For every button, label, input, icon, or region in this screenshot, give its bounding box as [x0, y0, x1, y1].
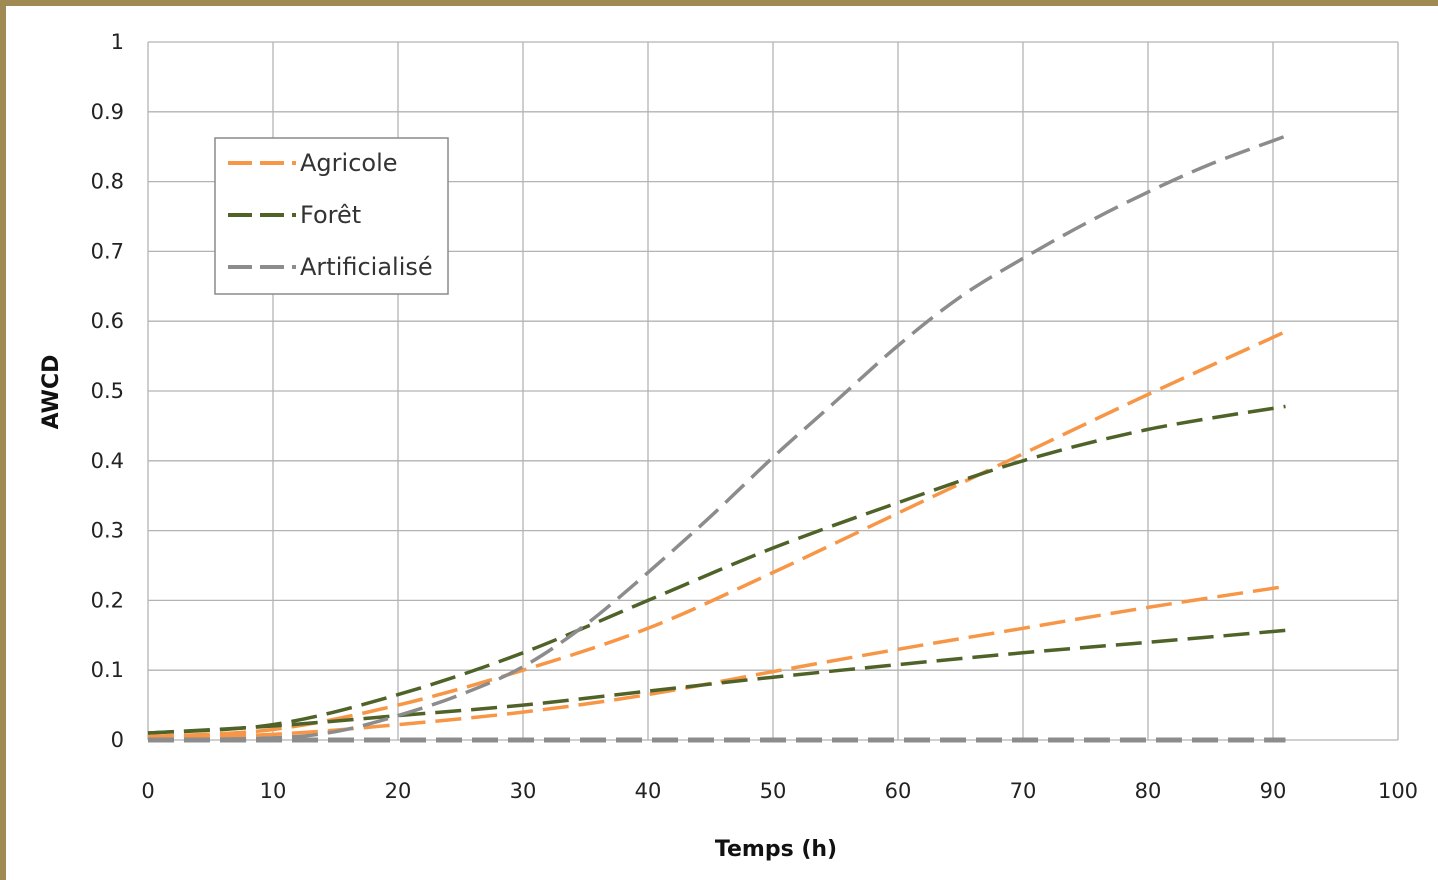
y-tick-label: 0.7: [91, 239, 124, 263]
line-chart: 0 10 20 30 40 50 60 70 80 90 100 00.10.20.30.40.50…: [39, 30, 1418, 862]
x-tick-label: 30: [510, 779, 537, 803]
y-tick-label: 0.6: [91, 309, 124, 333]
y-tick-label: 0: [111, 728, 124, 752]
x-tick-label: 40: [635, 779, 662, 803]
x-tick-label: 90: [1260, 779, 1287, 803]
x-tick-label: 60: [885, 779, 912, 803]
x-tick-label: 80: [1135, 779, 1162, 803]
x-tick-label: 70: [1010, 779, 1037, 803]
x-axis-ticks: 0 10 20 30 40 50 60 70 80 90 100: [141, 779, 1418, 803]
y-axis-ticks: 0 0.1 0.2 0.3 0.4 0.5 0.6 0.7 0.8 0.9 1: [91, 30, 124, 752]
y-tick-label: 0.9: [91, 100, 124, 124]
series-line-artificialise: [147, 134, 1287, 742]
x-tick-label: 20: [385, 779, 412, 803]
series-line-foret: [147, 404, 1286, 735]
chart-frame: 0 10 20 30 40 50 60 70 80 90 100 0 0.1 0.2 0.3 0.4 0.5 0…: [6, 6, 1438, 880]
y-tick-label: 0.1: [91, 658, 124, 682]
x-axis-title: Temps (h): [715, 837, 837, 862]
legend-entry-artificialise: Artificialisé: [228, 253, 433, 281]
y-tick-label: 0.4: [91, 449, 124, 473]
legend: Agricole Forêt Artificialisé: [214, 137, 449, 295]
series-line-agricole: [147, 584, 1286, 740]
series-line-foret: [147, 628, 1286, 735]
x-tick-label: 50: [760, 779, 787, 803]
legend-label-foret: Forêt: [300, 201, 361, 229]
legend-box: [214, 137, 449, 295]
y-tick-label: 0.5: [91, 379, 124, 403]
y-tick-label: 0.2: [91, 588, 124, 612]
y-tick-label: 1: [111, 30, 124, 54]
series-lines: [147, 134, 1287, 743]
x-tick-label: 10: [260, 779, 287, 803]
legend-label-agricole: Agricole: [300, 149, 398, 177]
legend-label-artificialise: Artificialisé: [300, 253, 433, 281]
x-tick-label: 0: [141, 779, 154, 803]
y-tick-label: 0.3: [91, 519, 124, 543]
legend-entry-agricole: Agricole: [228, 149, 398, 177]
y-tick-label: 0.8: [91, 170, 124, 194]
x-tick-label: 100: [1378, 779, 1418, 803]
legend-entry-foret: Forêt: [228, 201, 361, 229]
y-axis-title: AWCD: [39, 355, 64, 430]
series-line-agricole: [147, 330, 1287, 739]
